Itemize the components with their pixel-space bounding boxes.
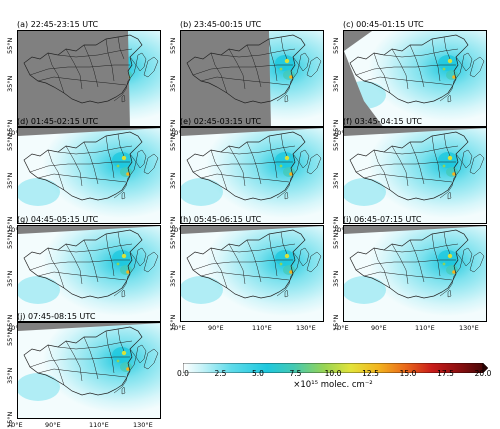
lat-tick-label: 35°N	[169, 270, 177, 287]
map-image	[343, 30, 487, 127]
lon-tick-label: 70°E	[7, 129, 23, 137]
lat-tick-label: 55°N	[6, 37, 14, 54]
lon-tick-label: 90°E	[45, 421, 61, 429]
lat-tick-label: 55°N	[169, 37, 177, 54]
lat-tick-label: 35°N	[332, 270, 340, 287]
panel-title: (e) 02:45-03:15 UTC	[180, 117, 262, 126]
colorbar-label: ×10¹⁵ molec. cm⁻²	[293, 380, 373, 390]
panel-title: (a) 22:45-23:15 UTC	[17, 20, 99, 29]
lon-tick-label: 110°E	[252, 324, 272, 332]
panel-title: (d) 01:45-02:15 UTC	[17, 117, 99, 126]
map-image	[343, 225, 487, 322]
colorbar-ticks: 0.0 2.5 5.0 7.5 10.0 12.5 15.0 17.5 20.0	[177, 369, 491, 379]
panel-title: (b) 23:45-00:15 UTC	[180, 20, 262, 29]
map-panel: (g) 04:45-05:15 UTC	[6, 215, 161, 332]
panel-title: (i) 06:45-07:15 UTC	[343, 215, 422, 224]
lat-tick-label: 55°N	[332, 134, 340, 151]
map-image	[17, 30, 161, 127]
map-image	[17, 127, 161, 224]
colorbar-tick-label: 12.5	[362, 369, 379, 378]
colorbar: 0.0 2.5 5.0 7.5 10.0 12.5 15.0 17.5 20.0 ×10¹⁵ m…	[177, 358, 491, 408]
colorbar-tick-label: 2.5	[214, 369, 227, 378]
lon-tick-label: 70°E	[7, 226, 23, 234]
map-image	[180, 127, 324, 224]
map-panel: (c) 00:45-01:15 UTC	[332, 20, 487, 137]
lon-tick-label: 70°E	[170, 226, 186, 234]
lon-tick-label: 130°E	[459, 324, 479, 332]
map-panel: (b) 23:45-00:15 UTC	[169, 20, 324, 137]
colorbar-tick-label: 7.5	[289, 369, 302, 378]
map-panel: (f) 03:45-04:15 UTC	[332, 117, 487, 234]
lon-tick-label: 110°E	[89, 421, 109, 429]
lat-tick-label: 55°N	[6, 134, 14, 151]
map-panel: (e) 02:45-03:15 UTC	[169, 117, 324, 234]
colorbar-tick-label: 20.0	[474, 369, 492, 378]
panel-title: (j) 07:45-08:15 UTC	[17, 312, 96, 321]
lon-tick-label: 70°E	[7, 421, 23, 429]
lat-tick-label: 55°N	[169, 134, 177, 151]
colorbar-tick-label: 10.0	[324, 369, 342, 378]
lon-tick-label: 130°E	[296, 324, 316, 332]
lon-tick-label: 90°E	[371, 324, 387, 332]
lat-tick-label: 35°N	[169, 172, 177, 189]
lat-tick-label: 35°N	[6, 75, 14, 92]
lat-tick-label: 35°N	[6, 367, 14, 384]
colorbar-tick-label: 17.5	[437, 369, 454, 378]
colorbar-tick-label: 15.0	[399, 369, 417, 378]
lat-tick-label: 35°N	[6, 172, 14, 189]
map-panel: (i) 06:45-07:15 UTC	[332, 215, 487, 332]
lon-tick-label: 110°E	[415, 324, 435, 332]
map-image	[17, 225, 161, 322]
map-panel: (h) 05:45-06:15 UTC	[169, 215, 324, 332]
map-image	[17, 322, 161, 419]
lon-tick-label: 70°E	[333, 226, 349, 234]
lon-tick-label: 70°E	[333, 129, 349, 137]
lon-tick-label: 70°E	[7, 324, 23, 332]
panel-title: (h) 05:45-06:15 UTC	[180, 215, 262, 224]
map-image	[343, 127, 487, 224]
colorbar-tick-label: 0.0	[177, 369, 189, 378]
lat-tick-label: 35°N	[6, 270, 14, 287]
lon-tick-label: 70°E	[170, 324, 186, 332]
lon-tick-label: 70°E	[170, 129, 186, 137]
lat-tick-label: 35°N	[332, 172, 340, 189]
lat-tick-label: 35°N	[169, 75, 177, 92]
map-panel: (d) 01:45-02:15 UTC	[6, 117, 161, 234]
lat-tick-label: 55°N	[6, 232, 14, 249]
lat-tick-label: 55°N	[332, 37, 340, 54]
map-panel: (j) 07:45-08:15 UTC	[6, 312, 161, 429]
map-image	[180, 225, 324, 322]
colorbar-tick-label: 5.0	[252, 369, 264, 378]
lon-tick-label: 130°E	[133, 421, 153, 429]
lat-tick-label: 55°N	[169, 232, 177, 249]
lat-tick-label: 55°N	[6, 329, 14, 346]
lon-tick-label: 70°E	[333, 324, 349, 332]
lat-tick-label: 35°N	[332, 75, 340, 92]
map-panel: (a) 22:45-23:15 UTC	[6, 20, 161, 137]
map-image	[180, 30, 324, 127]
lat-tick-label: 55°N	[332, 232, 340, 249]
lon-tick-label: 90°E	[208, 324, 224, 332]
panel-title: (c) 00:45-01:15 UTC	[343, 20, 424, 29]
panel-title: (g) 04:45-05:15 UTC	[17, 215, 99, 224]
panel-title: (f) 03:45-04:15 UTC	[343, 117, 422, 126]
